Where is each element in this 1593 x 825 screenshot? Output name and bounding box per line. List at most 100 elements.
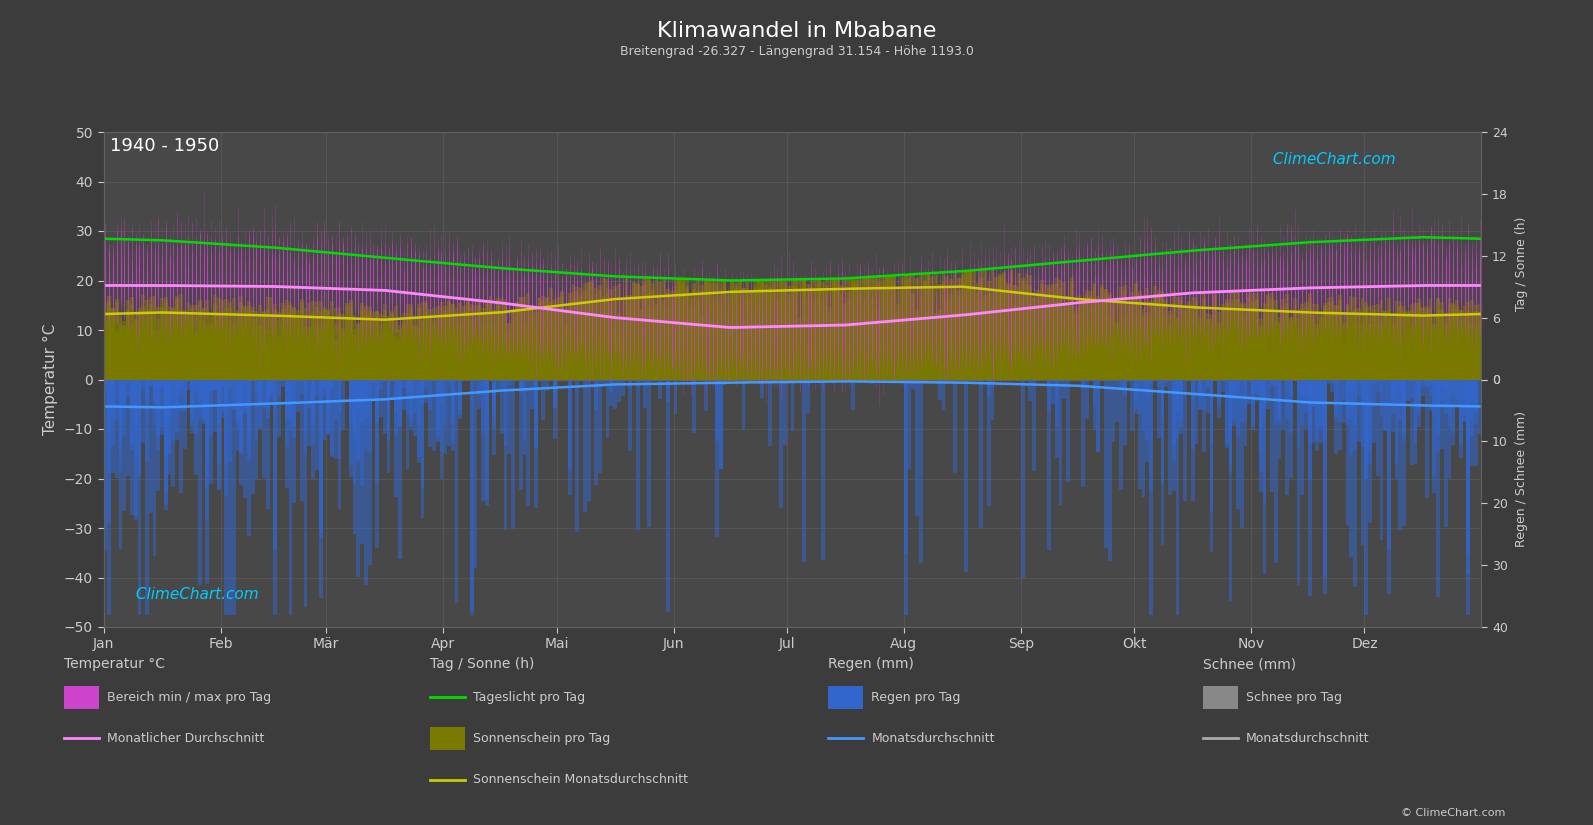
Bar bbox=[798, 318, 801, 380]
Bar bbox=[855, 325, 859, 380]
Bar bbox=[1074, 314, 1077, 380]
Bar bbox=[123, 326, 126, 380]
Bar bbox=[836, 285, 840, 380]
Bar bbox=[228, 320, 233, 380]
Bar bbox=[757, 280, 760, 380]
Bar bbox=[213, 313, 217, 380]
Bar bbox=[873, 326, 878, 380]
Bar bbox=[454, 339, 459, 380]
Bar bbox=[1410, 378, 1413, 380]
Bar bbox=[889, 300, 892, 380]
Bar bbox=[1233, 361, 1236, 380]
Bar bbox=[236, 371, 239, 380]
Bar bbox=[250, 349, 255, 380]
Bar bbox=[1137, 314, 1142, 380]
Bar bbox=[980, 380, 983, 528]
Bar bbox=[519, 337, 523, 380]
Bar bbox=[1051, 284, 1055, 380]
Bar bbox=[889, 277, 892, 380]
Bar bbox=[1251, 380, 1255, 427]
Bar bbox=[953, 295, 957, 380]
Bar bbox=[1454, 309, 1459, 380]
Bar bbox=[194, 380, 198, 383]
Bar bbox=[945, 299, 949, 380]
Bar bbox=[338, 320, 341, 380]
Bar bbox=[172, 356, 175, 380]
Bar bbox=[153, 380, 156, 426]
Bar bbox=[1040, 280, 1043, 380]
Bar bbox=[330, 334, 335, 380]
Bar bbox=[526, 314, 530, 380]
Bar bbox=[205, 338, 209, 380]
Bar bbox=[244, 322, 247, 380]
Bar bbox=[1316, 304, 1319, 380]
Bar bbox=[1198, 380, 1203, 394]
Bar bbox=[1402, 380, 1407, 435]
Bar bbox=[1429, 299, 1432, 380]
Bar bbox=[1338, 364, 1341, 380]
Bar bbox=[624, 323, 628, 380]
Bar bbox=[277, 312, 280, 380]
Bar bbox=[922, 306, 927, 380]
Bar bbox=[682, 305, 685, 380]
Bar bbox=[194, 305, 198, 380]
Bar bbox=[360, 380, 365, 422]
Bar bbox=[771, 342, 776, 380]
Bar bbox=[492, 335, 495, 380]
Bar bbox=[1145, 380, 1149, 440]
Bar bbox=[881, 295, 886, 380]
Bar bbox=[840, 342, 843, 380]
Bar bbox=[1440, 351, 1443, 380]
Bar bbox=[1206, 351, 1209, 380]
Bar bbox=[519, 297, 523, 380]
Bar bbox=[790, 337, 795, 380]
Bar bbox=[440, 365, 443, 380]
Bar bbox=[440, 362, 443, 380]
Bar bbox=[145, 323, 148, 380]
Bar bbox=[285, 380, 288, 447]
Bar bbox=[1059, 291, 1063, 380]
Bar bbox=[131, 380, 134, 450]
Bar bbox=[553, 380, 556, 408]
Bar bbox=[263, 312, 266, 380]
Bar bbox=[104, 380, 107, 386]
Bar bbox=[1383, 346, 1388, 380]
Bar bbox=[1077, 346, 1082, 380]
Bar bbox=[209, 325, 213, 380]
Bar bbox=[1123, 331, 1126, 380]
Bar bbox=[616, 285, 621, 380]
Bar bbox=[1266, 304, 1270, 380]
Bar bbox=[550, 315, 553, 380]
Bar bbox=[1043, 328, 1047, 380]
Bar bbox=[424, 380, 429, 403]
Bar bbox=[1029, 356, 1032, 380]
Y-axis label: Temperatur °C: Temperatur °C bbox=[43, 323, 59, 436]
Bar bbox=[1429, 380, 1432, 396]
Bar bbox=[451, 312, 454, 380]
Bar bbox=[1228, 380, 1233, 463]
Bar bbox=[492, 346, 495, 380]
Bar bbox=[1459, 380, 1462, 445]
Bar bbox=[1059, 306, 1063, 380]
Bar bbox=[523, 331, 526, 380]
Bar bbox=[1266, 323, 1270, 380]
Bar bbox=[352, 314, 357, 380]
Bar bbox=[1281, 323, 1286, 380]
Bar bbox=[515, 360, 519, 380]
Bar bbox=[677, 280, 682, 380]
Bar bbox=[161, 380, 164, 427]
Bar bbox=[900, 362, 903, 380]
Bar bbox=[424, 323, 429, 380]
Bar bbox=[832, 279, 836, 380]
Bar bbox=[1448, 347, 1451, 380]
Bar bbox=[636, 337, 640, 380]
Bar bbox=[580, 288, 583, 380]
Bar bbox=[1024, 285, 1029, 380]
Bar bbox=[1443, 380, 1448, 526]
Bar bbox=[167, 342, 172, 380]
Bar bbox=[820, 318, 825, 380]
Bar bbox=[859, 300, 862, 380]
Bar bbox=[707, 345, 712, 380]
Bar bbox=[191, 313, 194, 380]
Bar bbox=[1263, 309, 1266, 380]
